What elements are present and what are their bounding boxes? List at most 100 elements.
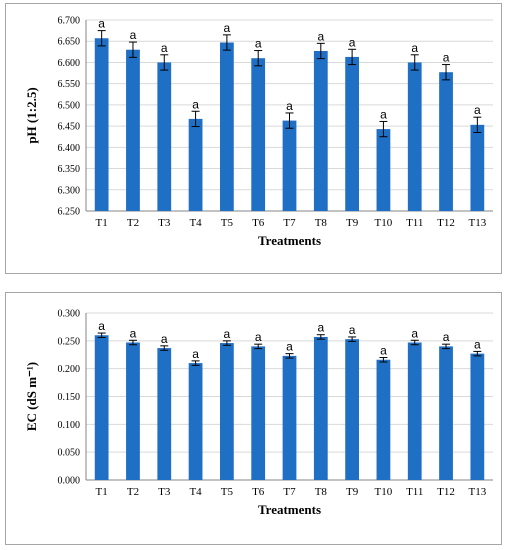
y-tick-label: 6.350 [58, 164, 81, 175]
bar [407, 62, 422, 211]
y-tick-label: 0.050 [58, 448, 81, 459]
ec-chart: 0.000 0.050 0.100 0.150 0.200 0.250 0.300 a T1 a T… [24, 309, 493, 517]
ph-chart: 6.250 6.300 6.350 6.400 6.450 6.500 6.550 6.600… [24, 16, 493, 248]
y-axis-title: EC (dS m⁻¹) [24, 362, 39, 431]
bar [470, 353, 485, 480]
y-tick-label: 0.100 [58, 420, 81, 431]
bar [188, 118, 203, 211]
y-tick-label: 6.500 [58, 100, 81, 111]
x-tick-label: T6 [252, 217, 265, 229]
data-label: a [161, 332, 168, 346]
data-label: a [317, 29, 324, 43]
data-label: a [192, 347, 199, 361]
y-tick-label: 6.600 [58, 58, 81, 69]
y-axis-title: pH (1:2.5) [24, 87, 39, 143]
data-label: a [255, 37, 262, 51]
bar [157, 62, 172, 211]
x-tick-label: T3 [158, 486, 171, 498]
x-tick-label: T1 [96, 486, 108, 498]
x-tick-label: T12 [437, 217, 455, 229]
x-tick-label: T10 [375, 486, 393, 498]
bar [126, 342, 140, 480]
x-tick-label: T8 [315, 486, 328, 498]
x-tick-label: T1 [96, 217, 108, 229]
data-label: a [349, 323, 356, 337]
x-tick-label: T7 [283, 217, 296, 229]
y-tick-label: 0.150 [58, 392, 81, 403]
y-tick-label: 0.250 [58, 336, 81, 347]
x-tick-label: T6 [252, 486, 265, 498]
bar [313, 336, 328, 480]
y-tick-label: 0.300 [58, 309, 81, 320]
data-label: a [474, 103, 481, 117]
data-label: a [380, 344, 387, 358]
y-tick-label: 6.700 [58, 16, 81, 27]
bar [439, 72, 453, 211]
bar [157, 348, 172, 480]
data-label: a [349, 35, 356, 49]
bar [345, 339, 360, 480]
y-tick-label: 6.650 [58, 37, 81, 48]
x-tick-label: T5 [221, 217, 234, 229]
ph-chart-panel: 6.250 6.300 6.350 6.400 6.450 6.500 6.550 6.600… [5, 3, 502, 274]
data-label: a [474, 337, 481, 351]
x-tick-label: T2 [127, 217, 139, 229]
y-tick-label: 0.200 [58, 364, 81, 375]
bar [376, 129, 391, 211]
bar [188, 363, 203, 480]
data-label: a [286, 99, 293, 113]
data-label: a [411, 326, 418, 340]
data-label: a [192, 97, 199, 111]
data-label: a [224, 21, 231, 35]
bar [126, 49, 140, 211]
y-tick-label: 6.550 [58, 79, 81, 90]
y-tick-label: 6.400 [58, 143, 81, 154]
y-tick-label: 6.300 [58, 185, 81, 196]
x-tick-label: T10 [375, 217, 393, 229]
x-tick-label: T3 [158, 217, 171, 229]
bar [345, 56, 360, 211]
data-label: a [98, 17, 105, 31]
bar [313, 50, 328, 212]
bar [219, 42, 234, 211]
data-label: a [224, 327, 231, 341]
y-tick-label: 6.250 [58, 207, 81, 218]
x-tick-label: T11 [406, 217, 423, 229]
bar [219, 343, 234, 480]
data-label: a [130, 326, 137, 340]
x-tick-label: T11 [406, 486, 423, 498]
x-tick-label: T7 [283, 486, 296, 498]
x-tick-label: T2 [127, 486, 139, 498]
bar [407, 342, 422, 480]
bar [282, 120, 297, 211]
data-label: a [443, 51, 450, 65]
x-tick-label: T4 [189, 217, 202, 229]
x-tick-label: T13 [468, 217, 486, 229]
x-tick-label: T9 [346, 486, 359, 498]
bar [376, 359, 391, 480]
y-tick-label: 0.000 [58, 476, 81, 487]
y-tick-label: 6.450 [58, 122, 81, 133]
x-tick-label: T8 [315, 217, 328, 229]
data-label: a [411, 41, 418, 55]
bar [439, 346, 453, 480]
data-label: a [286, 340, 293, 354]
x-tick-label: T4 [189, 486, 202, 498]
bar [251, 58, 266, 212]
data-label: a [443, 330, 450, 344]
data-label: a [317, 321, 324, 335]
bar [470, 124, 485, 211]
data-label: a [255, 330, 262, 344]
x-tick-label: T12 [437, 486, 455, 498]
x-axis-title: Treatments [258, 233, 321, 248]
data-label: a [161, 41, 168, 55]
x-axis-title: Treatments [258, 502, 321, 517]
bar [282, 355, 297, 480]
bar [251, 346, 266, 480]
data-label: a [380, 107, 387, 121]
ec-chart-panel: 0.000 0.050 0.100 0.150 0.200 0.250 0.300 a T1 a T… [5, 292, 502, 545]
x-tick-label: T13 [468, 486, 486, 498]
bar [94, 335, 109, 480]
bar [94, 38, 109, 211]
x-tick-label: T9 [346, 217, 359, 229]
